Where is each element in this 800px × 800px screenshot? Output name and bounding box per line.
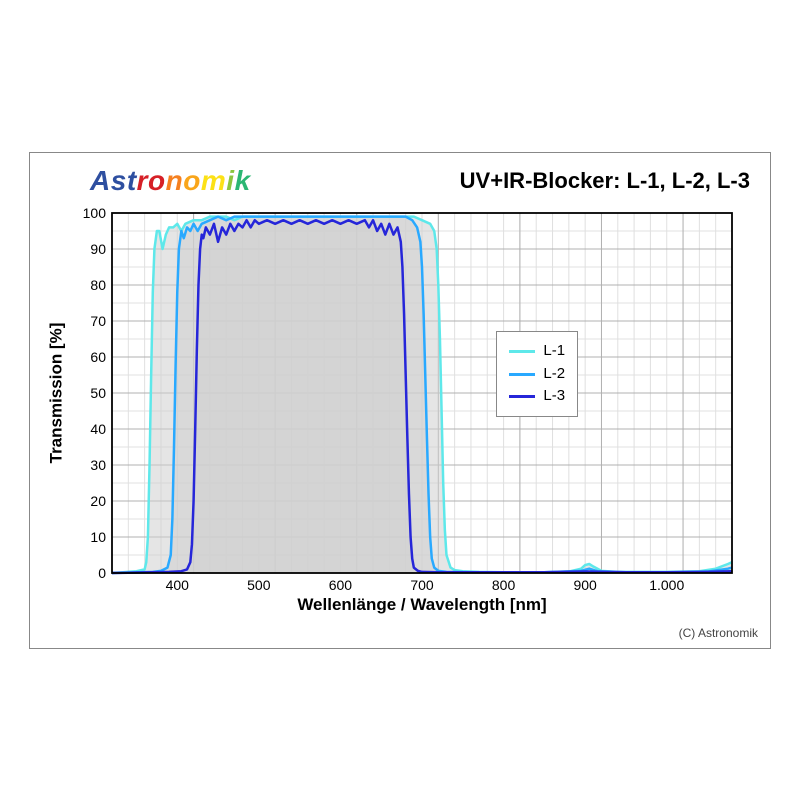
x-tick-label: 700 <box>410 573 433 593</box>
copyright-text: (C) Astronomik <box>679 626 758 640</box>
y-tick-label: 70 <box>90 313 112 329</box>
x-tick-label: 800 <box>492 573 515 593</box>
y-axis-label-container: Transmission [%] <box>44 213 68 573</box>
legend-label: L-1 <box>543 340 565 363</box>
legend: L-1L-2L-3 <box>496 331 578 417</box>
x-tick-label: 500 <box>247 573 270 593</box>
x-axis-label: Wellenlänge / Wavelength [nm] <box>112 595 732 615</box>
legend-swatch <box>509 395 535 398</box>
legend-item: L-3 <box>509 385 565 408</box>
brand-logo: Astronomik <box>90 165 251 197</box>
y-tick-label: 20 <box>90 493 112 509</box>
y-tick-label: 50 <box>90 385 112 401</box>
legend-swatch <box>509 350 535 353</box>
legend-label: L-3 <box>543 385 565 408</box>
x-tick-label: 400 <box>166 573 189 593</box>
y-tick-label: 100 <box>83 205 112 221</box>
header-row: Astronomik UV+IR-Blocker: L-1, L-2, L-3 <box>30 161 770 201</box>
y-tick-label: 30 <box>90 457 112 473</box>
legend-item: L-1 <box>509 340 565 363</box>
chart-svg <box>112 213 732 573</box>
y-tick-label: 0 <box>98 565 112 581</box>
chart-panel: Astronomik UV+IR-Blocker: L-1, L-2, L-3 … <box>29 152 771 649</box>
y-axis-label: Transmission [%] <box>46 322 66 463</box>
legend-label: L-2 <box>543 363 565 386</box>
x-tick-label: 1.000 <box>649 573 684 593</box>
chart-title: UV+IR-Blocker: L-1, L-2, L-3 <box>460 168 750 194</box>
x-tick-label: 900 <box>573 573 596 593</box>
y-tick-label: 80 <box>90 277 112 293</box>
y-tick-label: 10 <box>90 529 112 545</box>
page-container: Astronomik UV+IR-Blocker: L-1, L-2, L-3 … <box>0 0 800 800</box>
y-tick-label: 90 <box>90 241 112 257</box>
legend-item: L-2 <box>509 363 565 386</box>
plot-area: 0102030405060708090100400500600700800900… <box>112 213 732 573</box>
y-tick-label: 40 <box>90 421 112 437</box>
legend-swatch <box>509 373 535 376</box>
y-tick-label: 60 <box>90 349 112 365</box>
x-tick-label: 600 <box>329 573 352 593</box>
